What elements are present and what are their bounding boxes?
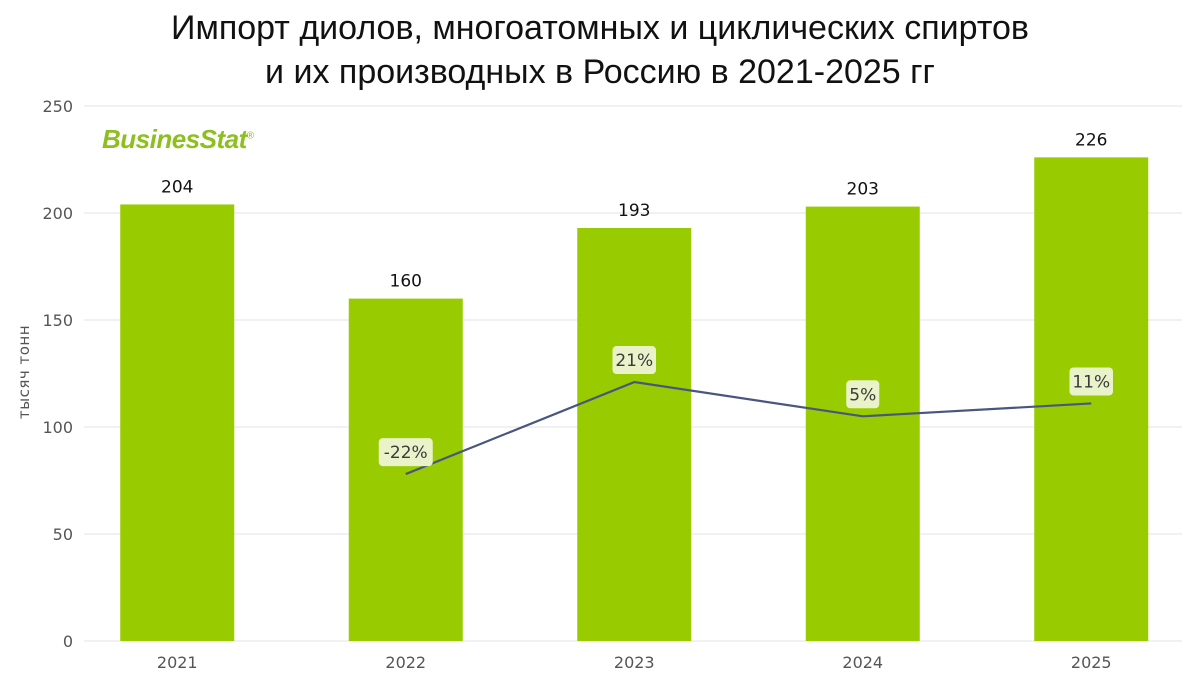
x-tick-label: 2021 (157, 653, 198, 672)
growth-label: 5% (849, 385, 876, 405)
bar (348, 298, 463, 641)
y-tick-label: 0 (63, 632, 73, 651)
bar-labels-layer: 204 160 193 203 226 (161, 130, 1107, 291)
growth-label-box (1069, 367, 1113, 396)
y-tick-label: 250 (42, 97, 73, 116)
bar (805, 206, 920, 641)
y-axis-label: тысяч тонн (15, 325, 33, 419)
chart-title: Импорт диолов, многоатомных и циклически… (0, 6, 1200, 94)
growth-line (405, 380, 1092, 476)
growth-label-box (846, 380, 880, 409)
x-tick-label: 2022 (385, 653, 426, 672)
chart-title-line-2: и их производных в Россию в 2021-2025 гг (265, 53, 935, 91)
bar-value-label: 203 (847, 180, 879, 200)
growth-label-box (612, 346, 656, 375)
growth-label: 21% (615, 351, 653, 371)
y-tick-label: 200 (42, 204, 73, 223)
bar-value-label: 204 (161, 177, 193, 197)
growth-label: -22% (384, 443, 428, 463)
bar (577, 227, 692, 642)
bar-value-label: 226 (1075, 130, 1107, 150)
y-tick-label: 100 (42, 418, 73, 437)
growth-label-box (378, 438, 433, 467)
businesstat-logo: BusinesStat® (102, 124, 254, 155)
bar-value-label: 160 (390, 272, 422, 292)
x-tick-label: 2024 (842, 653, 883, 672)
growth-layer: -22% 21% 5% 11% (378, 346, 1113, 476)
x-tick-label: 2025 (1071, 653, 1112, 672)
chart-title-line-1: Импорт диолов, многоатомных и циклически… (171, 9, 1029, 47)
y-tick-label: 50 (53, 525, 73, 544)
logo-text: BusinesStat (102, 124, 247, 154)
growth-label: 11% (1072, 372, 1110, 392)
bar (1034, 157, 1149, 642)
x-tick-label: 2023 (614, 653, 655, 672)
y-tick-label: 150 (42, 311, 73, 330)
logo-registered-mark: ® (246, 130, 254, 142)
bar-value-label: 193 (618, 201, 650, 221)
axis-layer: 0 50 100 150 200 250 2021 2022 2023 2024 2025 (42, 97, 1111, 672)
bar (120, 204, 235, 641)
bars-layer (120, 157, 1149, 642)
